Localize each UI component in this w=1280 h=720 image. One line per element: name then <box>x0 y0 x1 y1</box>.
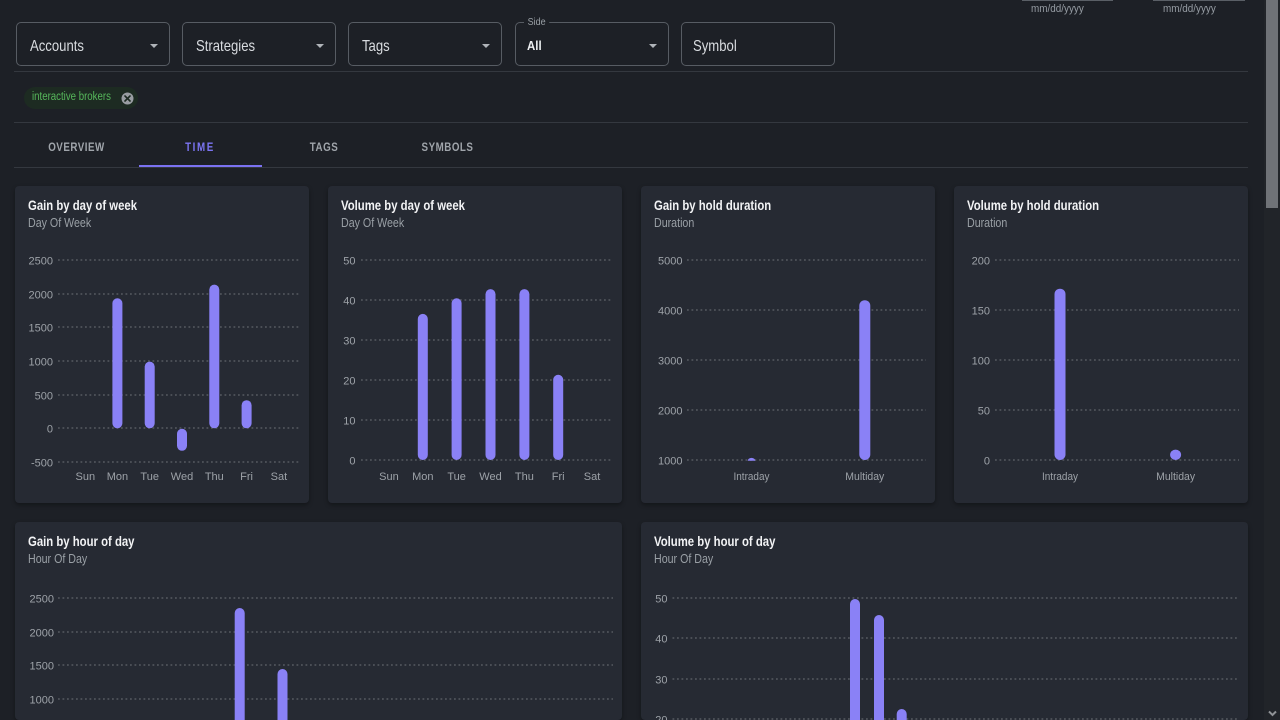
svg-text:2500: 2500 <box>29 256 53 268</box>
svg-text:1500: 1500 <box>29 323 53 335</box>
svg-text:4000: 4000 <box>658 306 682 318</box>
svg-text:2500: 2500 <box>30 594 54 606</box>
svg-text:Intraday: Intraday <box>1042 471 1078 483</box>
svg-text:Mon: Mon <box>412 471 433 483</box>
svg-text:50: 50 <box>978 406 990 418</box>
svg-text:Mon: Mon <box>107 471 128 483</box>
svg-text:Thu: Thu <box>205 471 224 483</box>
svg-text:Fri: Fri <box>552 471 565 483</box>
svg-text:Wed: Wed <box>171 471 193 483</box>
svg-text:20: 20 <box>343 376 355 388</box>
svg-text:Wed: Wed <box>479 471 501 483</box>
svg-text:5000: 5000 <box>658 256 682 268</box>
svg-text:0: 0 <box>47 424 53 436</box>
svg-text:1000: 1000 <box>658 456 682 468</box>
svg-text:Sun: Sun <box>379 471 399 483</box>
svg-text:150: 150 <box>972 306 990 318</box>
svg-text:1000: 1000 <box>29 357 53 369</box>
svg-text:40: 40 <box>655 634 667 646</box>
svg-text:0: 0 <box>349 456 355 468</box>
svg-text:500: 500 <box>35 391 53 403</box>
svg-text:1500: 1500 <box>30 661 54 673</box>
svg-text:Thu: Thu <box>515 471 534 483</box>
svg-text:Intraday: Intraday <box>734 471 770 483</box>
svg-text:30: 30 <box>343 336 355 348</box>
svg-text:3000: 3000 <box>658 356 682 368</box>
svg-text:Tue: Tue <box>140 471 159 483</box>
svg-text:1000: 1000 <box>30 695 54 707</box>
svg-text:40: 40 <box>343 296 355 308</box>
svg-text:2000: 2000 <box>30 628 54 640</box>
svg-text:30: 30 <box>655 675 667 687</box>
svg-text:Sat: Sat <box>584 471 601 483</box>
svg-text:10: 10 <box>343 416 355 428</box>
svg-text:2000: 2000 <box>29 290 53 302</box>
svg-text:Tue: Tue <box>447 471 466 483</box>
svg-text:100: 100 <box>972 356 990 368</box>
svg-text:Sat: Sat <box>271 471 288 483</box>
svg-text:0: 0 <box>984 456 990 468</box>
svg-text:50: 50 <box>655 594 667 606</box>
svg-text:2000: 2000 <box>658 406 682 418</box>
svg-text:Fri: Fri <box>240 471 253 483</box>
svg-text:Multiday: Multiday <box>1156 471 1195 483</box>
svg-text:20: 20 <box>655 715 667 720</box>
svg-text:-500: -500 <box>31 458 53 470</box>
svg-text:50: 50 <box>343 256 355 268</box>
svg-text:Sun: Sun <box>76 471 96 483</box>
svg-text:200: 200 <box>972 256 990 268</box>
svg-text:Multiday: Multiday <box>845 471 884 483</box>
